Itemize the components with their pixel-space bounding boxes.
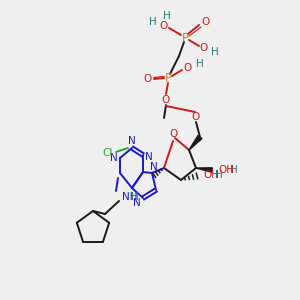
Polygon shape (189, 135, 202, 150)
Polygon shape (196, 168, 212, 172)
Text: O: O (191, 112, 199, 122)
Text: OH: OH (218, 165, 234, 175)
Text: H: H (211, 47, 219, 57)
Text: Cl: Cl (103, 148, 113, 158)
Text: N: N (128, 136, 136, 146)
Text: O: O (184, 63, 192, 73)
Text: N: N (145, 152, 153, 162)
Text: H: H (230, 165, 238, 175)
Text: OH: OH (203, 170, 219, 180)
Text: H: H (196, 59, 204, 69)
Text: H: H (149, 17, 157, 27)
Text: O: O (201, 17, 209, 27)
Text: P: P (182, 32, 188, 44)
Text: O: O (169, 129, 177, 139)
Text: H: H (215, 170, 223, 180)
Text: N: N (110, 153, 118, 163)
Text: H: H (131, 192, 139, 202)
Text: O: O (159, 21, 167, 31)
Text: O: O (162, 95, 170, 105)
Text: NH: NH (122, 192, 137, 202)
Text: O: O (144, 74, 152, 84)
Text: H: H (163, 11, 171, 21)
Text: N: N (133, 198, 141, 208)
Text: N: N (150, 162, 158, 172)
Text: O: O (200, 43, 208, 53)
Text: P: P (164, 71, 172, 85)
